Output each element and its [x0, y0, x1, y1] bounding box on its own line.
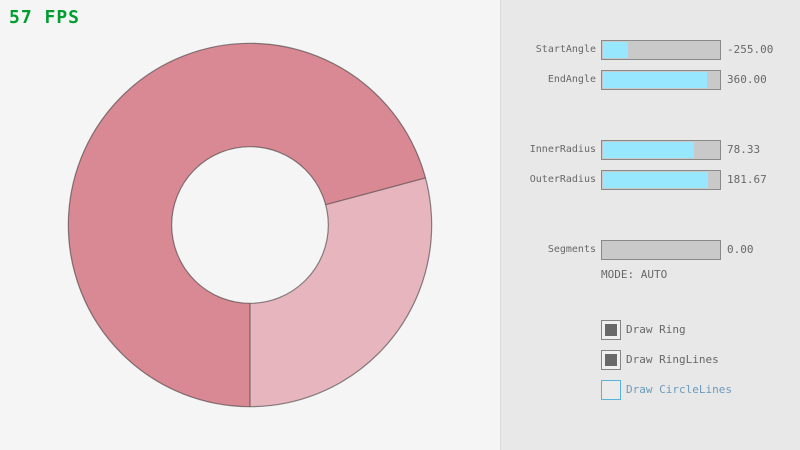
draw-ring-checkbox[interactable] [601, 320, 621, 340]
fps-counter: 57 FPS [9, 7, 81, 28]
inner-radius-label: InnerRadius [529, 144, 596, 155]
ring-canvas [67, 42, 433, 408]
outer-radius-slider[interactable] [601, 170, 721, 190]
end-angle-value: 360.00 [727, 73, 767, 86]
start-angle-value: -255.00 [727, 43, 774, 56]
end-angle-slider[interactable] [601, 70, 721, 90]
start-angle-slider-fill [603, 42, 629, 58]
inner-radius-slider-fill [603, 142, 694, 158]
segments-mode-label: MODE: AUTO [601, 268, 668, 281]
checkbox-check-mark [605, 324, 617, 336]
outer-radius-label: OuterRadius [529, 174, 596, 185]
draw-circle-lines-checkbox[interactable] [601, 380, 621, 400]
start-angle-slider[interactable] [601, 40, 721, 60]
draw-ring-label: Draw Ring [626, 323, 686, 336]
draw-circle-lines-label: Draw CircleLines [626, 383, 732, 396]
outer-radius-slider-fill [603, 172, 709, 188]
segments-value: 0.00 [727, 243, 754, 256]
inner-radius-slider[interactable] [601, 140, 721, 160]
start-angle-label: StartAngle [535, 44, 596, 55]
inner-radius-value: 78.33 [727, 143, 761, 156]
segments-slider[interactable] [601, 240, 721, 260]
control-panel: StartAngle -255.00 EndAngle 360.00 Inner… [500, 0, 800, 450]
draw-ring-lines-checkbox[interactable] [601, 350, 621, 370]
ring-sector-overlap [68, 43, 426, 407]
ring-sector-single [250, 177, 432, 407]
outer-radius-value: 181.67 [727, 173, 767, 186]
end-angle-slider-fill [603, 72, 708, 88]
draw-ring-lines-label: Draw RingLines [626, 353, 719, 366]
ring-radial-line-start [325, 177, 426, 206]
ring-outline-inner [171, 146, 329, 304]
checkbox-check-mark [605, 354, 617, 366]
segments-label: Segments [547, 244, 596, 255]
end-angle-label: EndAngle [547, 74, 596, 85]
